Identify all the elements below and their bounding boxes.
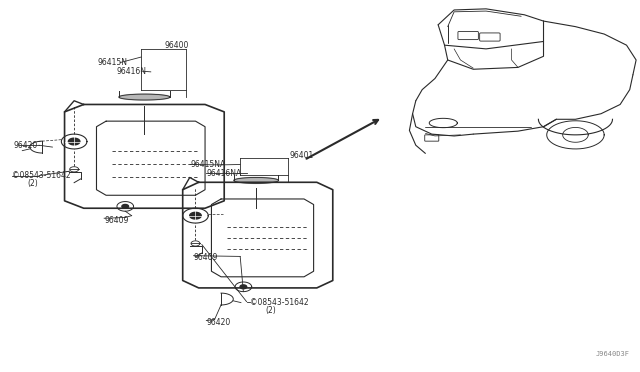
Text: 96409: 96409 (193, 253, 218, 262)
Text: 96416NA: 96416NA (206, 169, 241, 177)
Polygon shape (68, 138, 80, 145)
Polygon shape (240, 285, 246, 289)
Text: 96420: 96420 (13, 141, 38, 150)
Text: 96420: 96420 (206, 318, 230, 327)
Text: ©08543-51642: ©08543-51642 (250, 298, 308, 307)
Text: 96401: 96401 (290, 151, 314, 160)
Text: 96409: 96409 (104, 216, 129, 225)
Text: 96415N: 96415N (98, 58, 128, 67)
Text: (2): (2) (28, 179, 38, 188)
Text: J9640D3F: J9640D3F (596, 351, 630, 357)
Polygon shape (234, 177, 278, 183)
Text: ©08543-51642: ©08543-51642 (12, 171, 71, 180)
Text: 96416N: 96416N (117, 67, 147, 76)
Text: (2): (2) (266, 307, 276, 315)
Text: 96415NA: 96415NA (190, 160, 226, 169)
Polygon shape (189, 212, 201, 219)
Polygon shape (122, 205, 129, 208)
Polygon shape (119, 94, 170, 100)
Text: 96400: 96400 (165, 41, 189, 50)
